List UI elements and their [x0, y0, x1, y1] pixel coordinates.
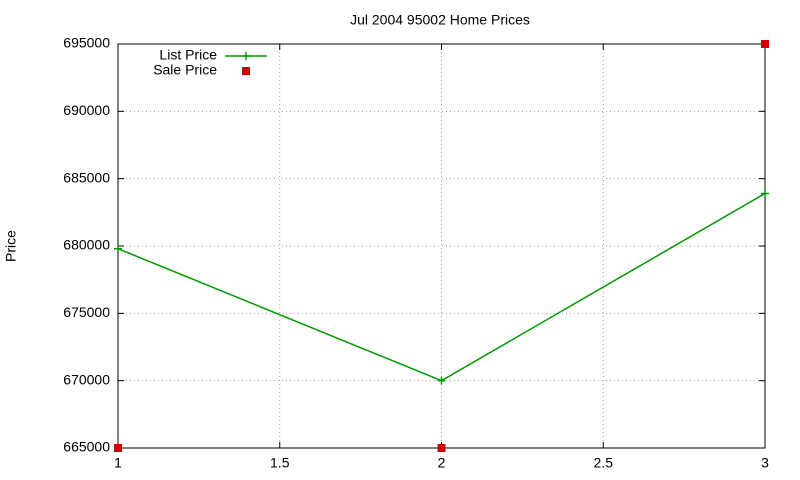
y-tick-label: 695000 — [63, 35, 110, 51]
marker — [437, 444, 446, 452]
y-tick-label: 670000 — [63, 371, 110, 387]
x-tick-label: 3 — [761, 455, 769, 471]
marker — [437, 376, 446, 385]
marker — [761, 40, 769, 48]
y-tick-label: 665000 — [63, 439, 110, 455]
x-tick-label: 1 — [114, 455, 122, 471]
marker — [761, 189, 769, 198]
x-tick-label: 2 — [438, 455, 446, 471]
marker — [114, 244, 122, 253]
y-tick-label: 680000 — [63, 237, 110, 253]
legend-label: Sale Price — [153, 62, 217, 78]
legend-label: List Price — [159, 47, 217, 63]
y-tick-label: 685000 — [63, 169, 110, 185]
legend-marker — [242, 52, 250, 60]
x-tick-label: 2.5 — [594, 455, 614, 471]
y-axis-label: Price — [3, 230, 19, 262]
x-tick-label: 1.5 — [270, 455, 290, 471]
chart-title: Jul 2004 95002 Home Prices — [350, 12, 530, 28]
y-tick-label: 690000 — [63, 102, 110, 118]
marker — [114, 444, 122, 452]
y-tick-label: 675000 — [63, 304, 110, 320]
legend-marker — [242, 67, 250, 75]
